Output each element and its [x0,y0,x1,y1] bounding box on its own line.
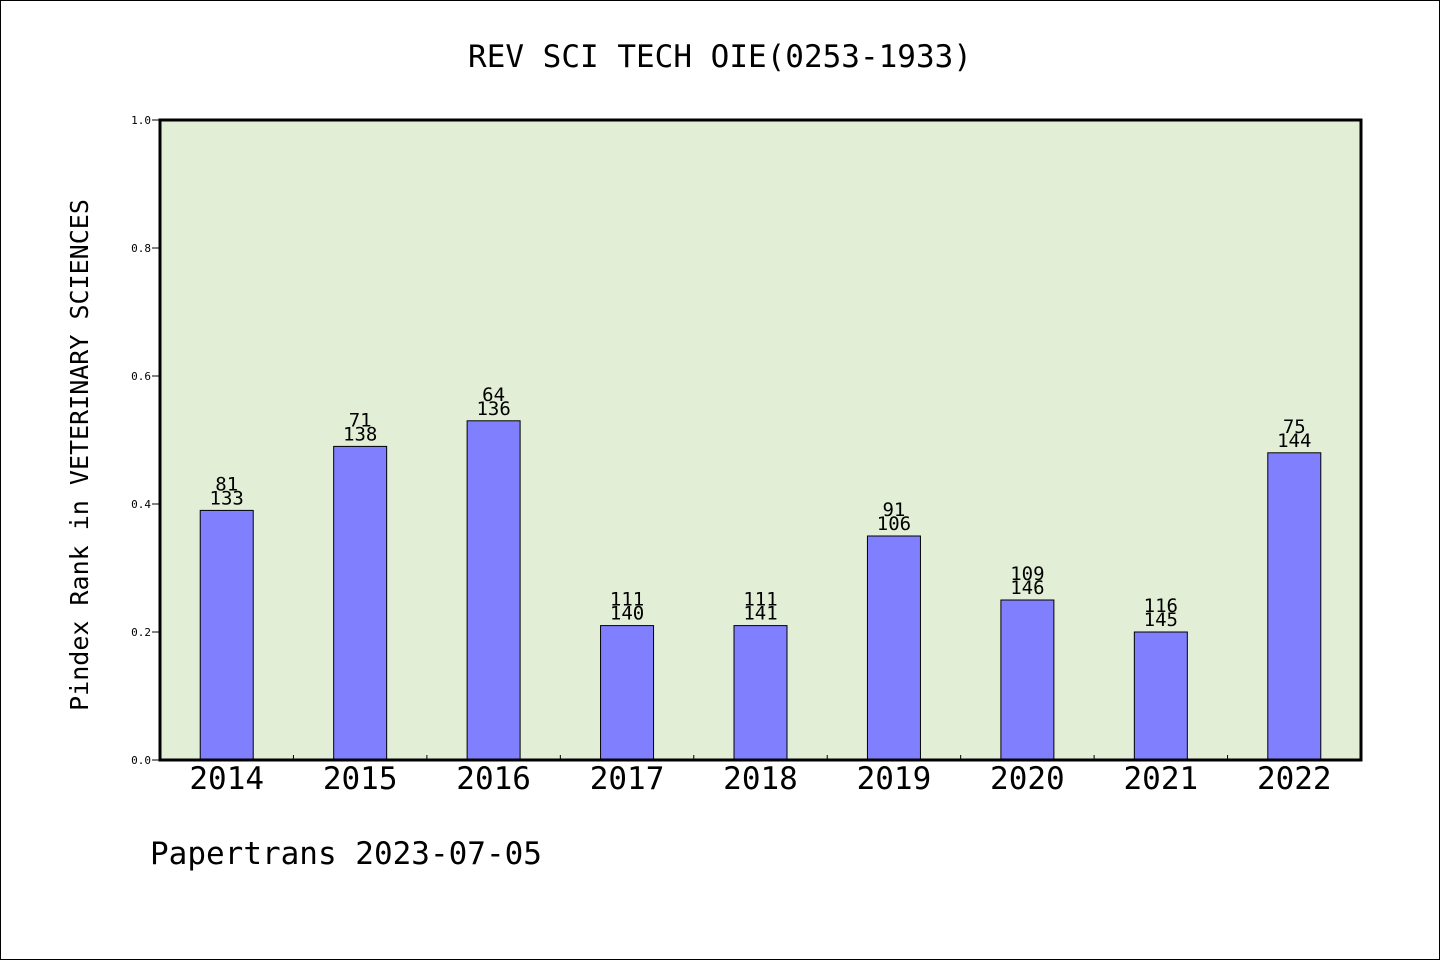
data-label-top-2015: 71 [349,409,372,431]
bar-2018 [733,625,788,761]
data-label-top-2020: 109 [1010,563,1044,585]
data-label-top-2019: 91 [882,499,905,521]
y-tick-label-0.4: 0.4 [131,498,151,511]
bar-2014 [199,509,254,761]
chart-title: REV SCI TECH OIE(0253-1933) [468,39,972,75]
data-label-top-2014: 81 [215,473,238,495]
x-axis: 2014 2015 2016 2017 2018 2019 2020 2021 2022 [189,755,1332,797]
data-label-bottom-2017: 140 [610,603,644,625]
bar-2020 [1000,599,1055,761]
bar-2015 [333,445,388,761]
y-tick-label-0.2: 0.2 [131,626,151,639]
data-label-bottom-2021: 145 [1144,609,1178,631]
data-label-bottom-2015: 138 [343,423,377,445]
y-axis: 0.0 0.2 0.4 0.6 0.8 1.0 [131,114,160,767]
bar-2022 [1267,452,1322,761]
x-tick-label-2018: 2018 [723,761,798,797]
data-label-bottom-2014: 133 [210,487,244,509]
x-tick-label-2019: 2019 [857,761,932,797]
x-tick-label-2020: 2020 [990,761,1065,797]
data-label-top-2017: 111 [610,589,644,611]
x-tick-label-2016: 2016 [456,761,531,797]
x-tick-label-2015: 2015 [323,761,398,797]
data-label-bottom-2020: 146 [1010,577,1044,599]
bar-2016 [466,420,521,761]
y-tick-label-0.8: 0.8 [131,242,151,255]
data-label-bottom-2018: 141 [743,603,777,625]
bar-2021 [1133,631,1188,761]
bar-2019 [866,535,921,761]
x-tick-label-2022: 2022 [1257,761,1332,797]
footer-credit: Papertrans 2023-07-05 [150,836,542,872]
data-label-top-2021: 116 [1144,595,1178,617]
bars-group [199,420,1322,761]
data-label-top-2022: 75 [1283,416,1306,438]
y-axis-label: Pindex Rank in VETERINARY SCIENCES [65,199,94,711]
data-label-bottom-2022: 144 [1277,430,1311,452]
x-tick-label-2014: 2014 [189,761,264,797]
bar-2017 [600,625,655,761]
x-tick-label-2017: 2017 [590,761,665,797]
x-tick-label-2021: 2021 [1124,761,1199,797]
plot-border [158,118,1363,762]
data-label-top-2016: 64 [482,384,505,406]
y-tick-label-0.0: 0.0 [131,754,151,767]
data-label-bottom-2016: 136 [476,398,510,420]
data-label-bottom-2019: 106 [877,513,911,535]
y-tick-label-1.0: 1.0 [131,114,151,127]
data-labels-group: 8113371138641361111401111419110610914611… [210,384,1312,631]
y-tick-label-0.6: 0.6 [131,370,151,383]
data-label-top-2018: 111 [743,589,777,611]
